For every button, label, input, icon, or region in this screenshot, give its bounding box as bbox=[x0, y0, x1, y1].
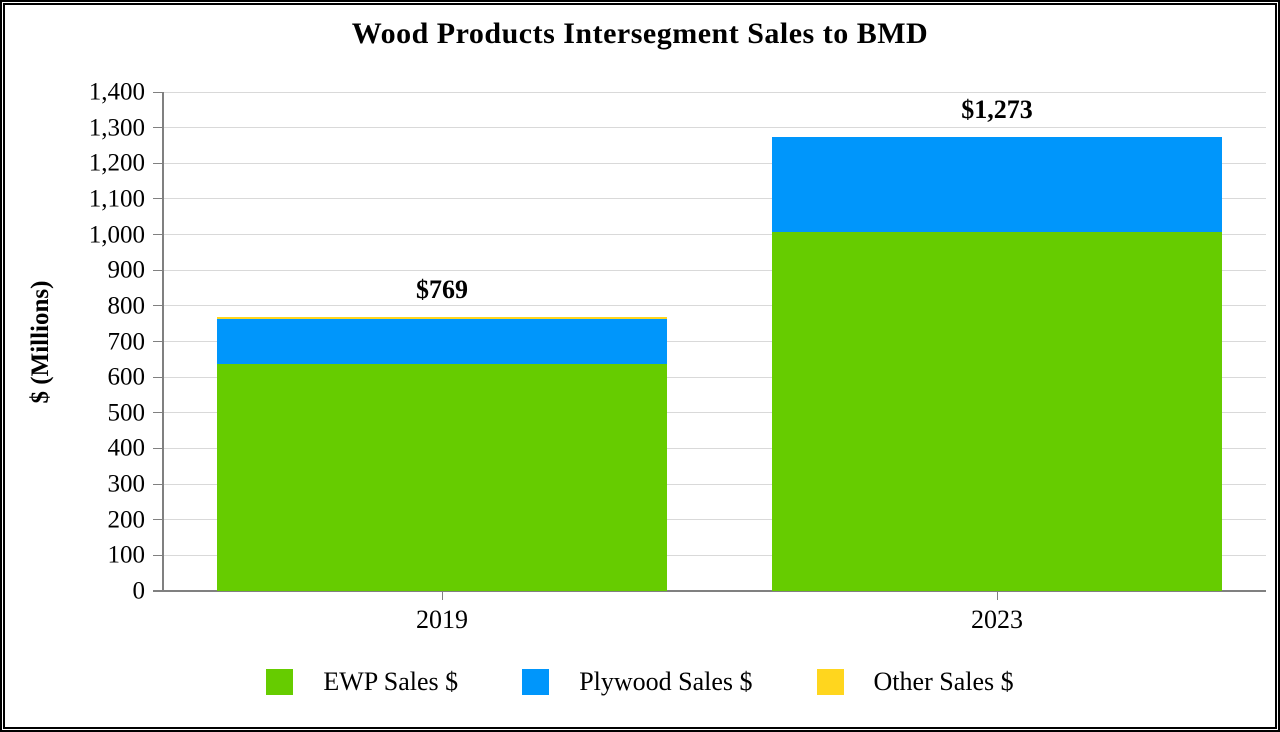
horizontal-gridline bbox=[163, 162, 1266, 164]
x-axis-line bbox=[153, 590, 1266, 592]
horizontal-gridline bbox=[163, 269, 1266, 271]
legend-label: EWP Sales $ bbox=[323, 667, 459, 696]
y-tick-label: 500 bbox=[107, 399, 146, 427]
y-tick-label: 600 bbox=[107, 363, 146, 391]
x-category-label-2023: 2023 bbox=[971, 605, 1023, 634]
y-tick-label: 1,400 bbox=[88, 78, 145, 106]
y-tick-label: 100 bbox=[107, 541, 146, 569]
y-tick-label: 1,200 bbox=[88, 149, 145, 177]
y-tick-label: 700 bbox=[107, 328, 146, 355]
legend-item-other: Other Sales $ bbox=[816, 667, 1014, 697]
horizontal-gridline bbox=[163, 341, 1266, 342]
horizontal-gridline bbox=[163, 376, 1266, 378]
y-tick-label: 200 bbox=[107, 506, 146, 534]
bar-segment-plywood-2019 bbox=[217, 318, 667, 364]
plot-area: 0 100 200 300 400 500 600 700 800 900 1,000 1,100 1,… bbox=[89, 80, 1266, 634]
y-tick-label: 800 bbox=[107, 292, 146, 320]
y-axis-tick bbox=[153, 305, 163, 307]
horizontal-gridline bbox=[163, 483, 1266, 485]
y-axis-line bbox=[162, 92, 164, 592]
y-axis-tick bbox=[153, 234, 163, 236]
y-axis-tick bbox=[153, 91, 163, 93]
legend-label: Other Sales $ bbox=[873, 667, 1014, 696]
y-tick-label: 0 bbox=[132, 577, 146, 605]
y-tick-label: 1,100 bbox=[88, 185, 145, 213]
y-tick-label: 900 bbox=[107, 256, 146, 284]
bar-segment-ewp-2019 bbox=[217, 363, 667, 591]
y-tick-label: 1,300 bbox=[88, 114, 145, 142]
legend-swatch-icon bbox=[266, 669, 294, 695]
y-axis-tick bbox=[153, 447, 163, 449]
legend-label: Plywood Sales $ bbox=[579, 667, 753, 696]
horizontal-gridline bbox=[163, 198, 1266, 200]
x-category-label-2019: 2019 bbox=[416, 605, 468, 634]
y-tick-label: 1,000 bbox=[88, 221, 145, 249]
y-axis-tick bbox=[153, 376, 163, 378]
y-tick-label: 300 bbox=[107, 470, 146, 498]
y-axis-tick bbox=[153, 269, 163, 271]
horizontal-gridline bbox=[163, 91, 1266, 93]
stacked-bar-2023 bbox=[772, 137, 1222, 591]
horizontal-gridline bbox=[163, 554, 1266, 556]
stacked-bar-2019 bbox=[217, 316, 667, 591]
y-axis-tick bbox=[153, 554, 163, 556]
bar-total-label-2023: $1,273 bbox=[961, 95, 1033, 125]
y-axis-tick bbox=[153, 483, 163, 485]
bar-total-label-2019: $769 bbox=[416, 274, 468, 304]
horizontal-gridline bbox=[163, 305, 1266, 307]
y-axis-tick bbox=[153, 412, 163, 414]
y-axis-tick bbox=[153, 162, 163, 164]
legend-swatch-icon bbox=[816, 669, 844, 695]
y-axis-tick bbox=[153, 127, 163, 129]
bar-segment-plywood-2023 bbox=[772, 137, 1222, 233]
legend-swatch-icon bbox=[522, 669, 550, 695]
y-axis-tick bbox=[153, 341, 163, 342]
horizontal-gridline bbox=[163, 127, 1266, 129]
x-axis-tick bbox=[442, 591, 443, 600]
bar-segment-other-2019 bbox=[217, 316, 667, 319]
horizontal-gridline bbox=[163, 234, 1266, 236]
legend-item-plywood: Plywood Sales $ bbox=[522, 667, 753, 697]
y-axis-tick bbox=[153, 519, 163, 521]
legend-item-ewp: EWP Sales $ bbox=[266, 667, 458, 697]
chart-title: Wood Products Intersegment Sales to BMD bbox=[351, 17, 929, 50]
legend: EWP Sales $ Plywood Sales $ Other Sales $ bbox=[5, 667, 1275, 697]
y-tick-label: 400 bbox=[107, 434, 146, 462]
x-axis-tick bbox=[997, 591, 998, 600]
y-axis-tick bbox=[153, 198, 163, 200]
bar-segment-ewp-2023 bbox=[772, 232, 1222, 591]
horizontal-gridline bbox=[163, 447, 1266, 449]
horizontal-gridline bbox=[163, 519, 1266, 521]
horizontal-gridline bbox=[163, 412, 1266, 414]
